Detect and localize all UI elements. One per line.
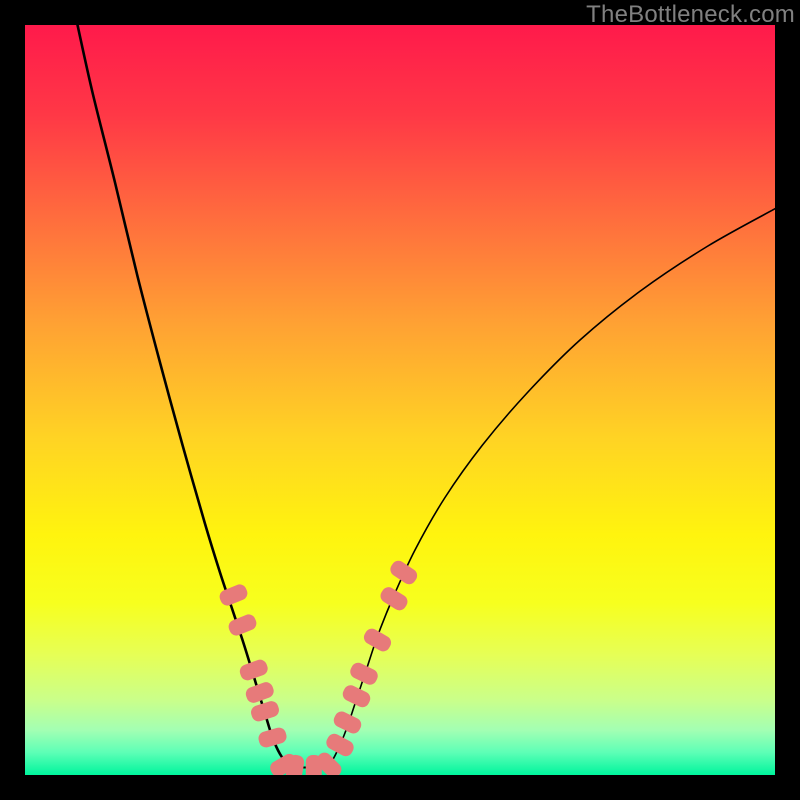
watermark-text: TheBottleneck.com bbox=[586, 1, 795, 29]
plot-area bbox=[25, 25, 775, 775]
outer-frame: TheBottleneck.com bbox=[0, 0, 800, 800]
gradient-background bbox=[25, 25, 775, 775]
bottleneck-curve-chart bbox=[25, 25, 775, 775]
